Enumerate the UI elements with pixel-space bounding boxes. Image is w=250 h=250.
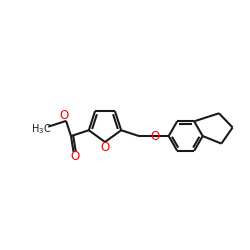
Text: O: O (60, 109, 69, 122)
Text: O: O (70, 150, 80, 163)
Text: H$_3$C: H$_3$C (32, 122, 52, 136)
Text: O: O (100, 141, 110, 154)
Text: O: O (150, 130, 160, 142)
